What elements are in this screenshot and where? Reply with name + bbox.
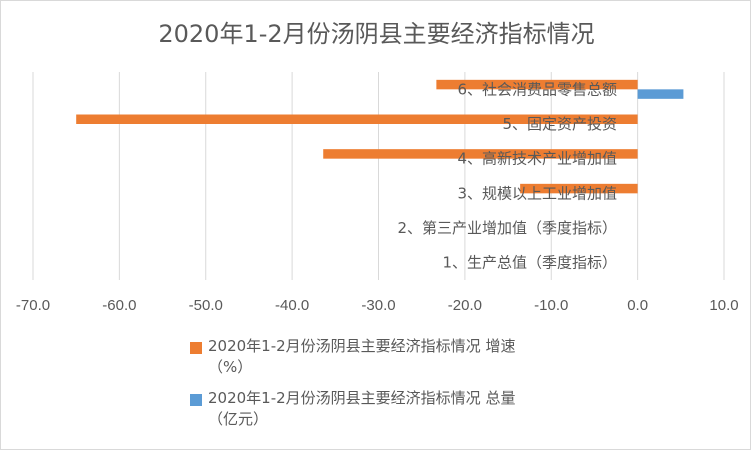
category-label: 3、规模以上工业增加值 [457, 184, 617, 202]
x-axis-ticks: -70.0 -60.0 -50.0 -40.0 -30.0 -20.0 -10.0 0.0 10… [16, 297, 739, 314]
bar [323, 149, 638, 159]
x-tick-label: -60.0 [102, 297, 136, 314]
category-label: 1、生产总值（季度指标） [442, 254, 617, 272]
x-tick-label: -20.0 [448, 297, 482, 314]
gridlines [32, 72, 725, 280]
x-tick-label: -70.0 [16, 297, 50, 314]
x-tick-label: -30.0 [361, 297, 395, 314]
bar [76, 114, 638, 124]
bar [520, 183, 638, 194]
category-labels: 1、生产总值（季度指标） 2、第三产业增加值（季度指标） 3、规模以上工业增加值 4、… [397, 80, 617, 271]
chart-title: 2020年1-2月份汤阴县主要经济指标情况 [158, 20, 595, 48]
x-tick-label: 10.0 [709, 297, 738, 314]
x-tick-label: -10.0 [534, 297, 568, 314]
legend-unit-growth: （%） [208, 358, 253, 376]
category-label: 2、第三产业增加值（季度指标） [397, 219, 617, 237]
bars [76, 79, 684, 194]
legend-swatch-total [190, 394, 202, 406]
legend-swatch-growth [190, 342, 202, 354]
x-tick-label: 0.0 [627, 297, 648, 314]
x-tick-label: -50.0 [189, 297, 223, 314]
category-label: 6、社会消费品零售总额 [457, 80, 617, 98]
bar [637, 89, 684, 99]
bar [436, 79, 638, 90]
legend-label-growth: 2020年1-2月份汤阴县主要经济指标情况 增速 [208, 337, 516, 355]
category-label: 5、固定资产投资 [502, 115, 617, 133]
legend-unit-total: （亿元） [208, 410, 269, 428]
category-label: 4、高新技术产业增加值 [457, 150, 617, 168]
x-tick-label: -40.0 [275, 297, 309, 314]
legend-label-total: 2020年1-2月份汤阴县主要经济指标情况 总量 [208, 389, 516, 407]
